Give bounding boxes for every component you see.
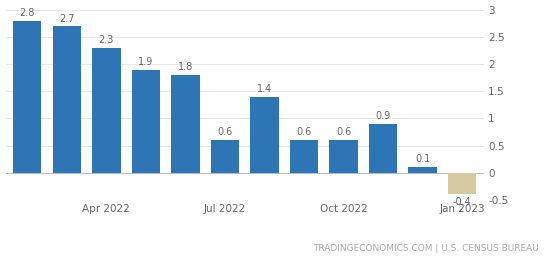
Bar [409, 167, 437, 173]
Bar [13, 21, 41, 173]
Text: -0.4: -0.4 [453, 197, 471, 207]
Bar [53, 26, 81, 173]
Bar [290, 140, 318, 173]
Text: 2.3: 2.3 [98, 35, 114, 45]
Bar [448, 173, 476, 194]
Text: TRADINGECONOMICS.COM | U.S. CENSUS BUREAU: TRADINGECONOMICS.COM | U.S. CENSUS BUREA… [314, 244, 539, 253]
Text: 2.8: 2.8 [20, 8, 35, 18]
Text: 2.7: 2.7 [59, 14, 75, 24]
Text: 0.6: 0.6 [336, 127, 351, 137]
Text: 1.4: 1.4 [257, 84, 272, 94]
Text: 0.6: 0.6 [217, 127, 233, 137]
Bar [329, 140, 358, 173]
Bar [92, 48, 120, 173]
Bar [211, 140, 239, 173]
Text: 0.9: 0.9 [376, 111, 391, 121]
Bar [131, 70, 160, 173]
Text: 0.1: 0.1 [415, 155, 430, 165]
Text: 1.8: 1.8 [178, 62, 193, 72]
Text: 0.6: 0.6 [296, 127, 312, 137]
Bar [171, 75, 200, 173]
Bar [369, 124, 398, 173]
Bar [250, 97, 279, 173]
Text: 1.9: 1.9 [138, 57, 153, 67]
